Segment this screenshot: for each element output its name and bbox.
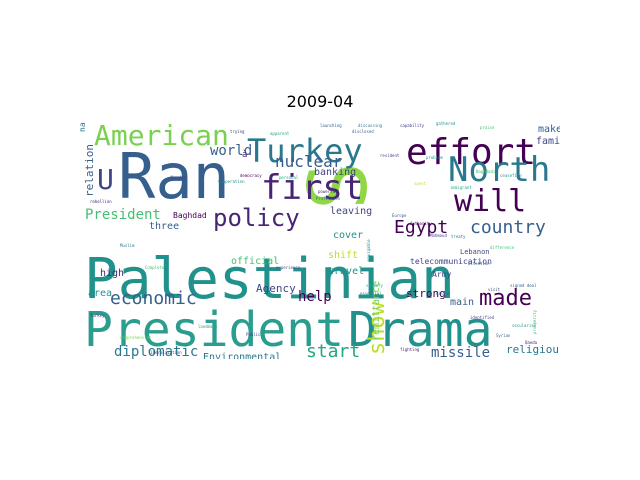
word-muslim: Muslim bbox=[120, 243, 135, 248]
word-spent: spent bbox=[414, 181, 427, 186]
word-leaving: leaving bbox=[330, 206, 372, 217]
word-satisfy: satisfy bbox=[366, 283, 383, 288]
word-democracy: democracy bbox=[240, 173, 262, 178]
word-complete: Complete bbox=[145, 265, 165, 270]
word-protection: Protection bbox=[316, 196, 341, 201]
word-turkey: Turkey bbox=[247, 132, 363, 170]
word-travel: travel bbox=[328, 266, 364, 277]
word-problem: problem bbox=[426, 155, 443, 160]
word-banking: banking bbox=[314, 167, 356, 178]
word-baghdad: Baghdad bbox=[173, 211, 207, 220]
word-essential: essential bbox=[360, 291, 382, 296]
word-ha: ha bbox=[80, 122, 87, 132]
word-cooperation: Cooperation bbox=[218, 179, 245, 184]
word-launching: launching bbox=[320, 123, 342, 128]
word-mahmoud: Mahmoud bbox=[430, 233, 447, 238]
word-attention: attention bbox=[468, 261, 490, 266]
word-north: North bbox=[448, 150, 550, 190]
word-country: country bbox=[470, 217, 546, 238]
word-agency: Agency bbox=[256, 282, 296, 295]
word-abraham: Abraham bbox=[170, 175, 187, 180]
word-europe: Europe bbox=[392, 213, 407, 218]
word-difference: difference bbox=[490, 245, 515, 250]
word-secularism: secularism bbox=[512, 323, 537, 328]
word-three: three bbox=[149, 221, 179, 232]
word-palestinian: Palestinian bbox=[84, 247, 455, 312]
word-area: area bbox=[88, 288, 112, 299]
word-show: show bbox=[365, 301, 390, 355]
word-ran: Ran bbox=[118, 140, 230, 213]
word-baghdadi: Baghdadi bbox=[476, 169, 496, 174]
word-apparent: apparent bbox=[270, 131, 290, 136]
word-liberalization: liberalization bbox=[148, 350, 182, 355]
chart-title: 2009-04 bbox=[286, 92, 354, 111]
word-economic: economic bbox=[110, 288, 197, 309]
word-diplomatic: diplomatic bbox=[114, 344, 198, 359]
word-glyph: à bbox=[242, 150, 247, 160]
word-identified: identified bbox=[470, 315, 495, 320]
word-nuclear: nuclear bbox=[275, 152, 343, 171]
word-s: S bbox=[292, 162, 385, 210]
word-drama: Drama bbox=[348, 302, 493, 358]
word-egypt: Egypt bbox=[394, 217, 448, 238]
word-signed-deal: signed deal bbox=[510, 283, 537, 288]
word-killed: killed bbox=[436, 291, 451, 296]
word-qaeda: Qaeda bbox=[525, 340, 538, 345]
word-official: official bbox=[231, 256, 279, 267]
word-made: made bbox=[479, 286, 532, 311]
word-lebanon: Lebanon bbox=[460, 248, 490, 256]
word-telecommunication: telecommunication bbox=[410, 257, 492, 266]
word-turkey: Turkey bbox=[90, 313, 105, 318]
word-capability: capability bbox=[400, 123, 425, 128]
word-effort: effort bbox=[406, 132, 536, 173]
word-immigrant: immigrant bbox=[450, 185, 472, 190]
word-powerful: powerful bbox=[318, 189, 338, 194]
word-prosperity: prosperity bbox=[532, 309, 537, 334]
word-disclosed: disclosed bbox=[352, 129, 374, 134]
word-treaty: treaty bbox=[451, 234, 466, 239]
word-shift: shift bbox=[328, 250, 358, 261]
word-remittance: remittance bbox=[371, 281, 382, 341]
word-gathered: gathered bbox=[436, 121, 456, 126]
word-comprehensive: comprehensive bbox=[120, 335, 152, 340]
word-ceasefire: ceasefire bbox=[500, 173, 522, 178]
word-president: President bbox=[85, 207, 161, 223]
word-relation: relation bbox=[83, 144, 96, 197]
word-environmental: Environmental bbox=[203, 352, 281, 359]
word-religious: religious bbox=[506, 343, 560, 356]
word-syrian: Syrian bbox=[496, 333, 511, 338]
word-u: U bbox=[97, 163, 114, 196]
word-landmark: landmark bbox=[198, 324, 218, 329]
word-president: President bbox=[84, 302, 344, 358]
word-army: Army bbox=[432, 270, 451, 279]
word-will: will bbox=[454, 184, 526, 219]
word-make: make bbox=[538, 124, 560, 135]
word-praise: praise bbox=[480, 125, 495, 130]
word-public: Public bbox=[246, 332, 261, 337]
word-main: main bbox=[450, 297, 474, 308]
word-missile: missile bbox=[431, 345, 490, 359]
word-rebellion: rebellion bbox=[90, 199, 112, 204]
word-resident: resident bbox=[380, 153, 400, 158]
word-first: first bbox=[261, 168, 363, 208]
word-american: American bbox=[94, 119, 229, 152]
word-high: high bbox=[100, 268, 124, 279]
word-personal: personal bbox=[279, 175, 299, 180]
word-discussing: discussing bbox=[358, 123, 383, 128]
word-fighting: fighting bbox=[400, 347, 420, 352]
word-trying: trying bbox=[230, 129, 245, 134]
word-family: family bbox=[536, 136, 560, 147]
word-experience: experience bbox=[276, 265, 301, 270]
word-strong: strong bbox=[406, 287, 446, 300]
word-start: start bbox=[306, 341, 360, 359]
word-world: world bbox=[210, 143, 252, 159]
word-help: help bbox=[298, 289, 332, 305]
word-navigable: navigable bbox=[366, 239, 371, 261]
word-cover: cover bbox=[333, 230, 363, 241]
word-authority: Authority bbox=[410, 221, 432, 226]
word-visit: visit bbox=[488, 287, 501, 292]
word-policy: policy bbox=[213, 204, 300, 232]
